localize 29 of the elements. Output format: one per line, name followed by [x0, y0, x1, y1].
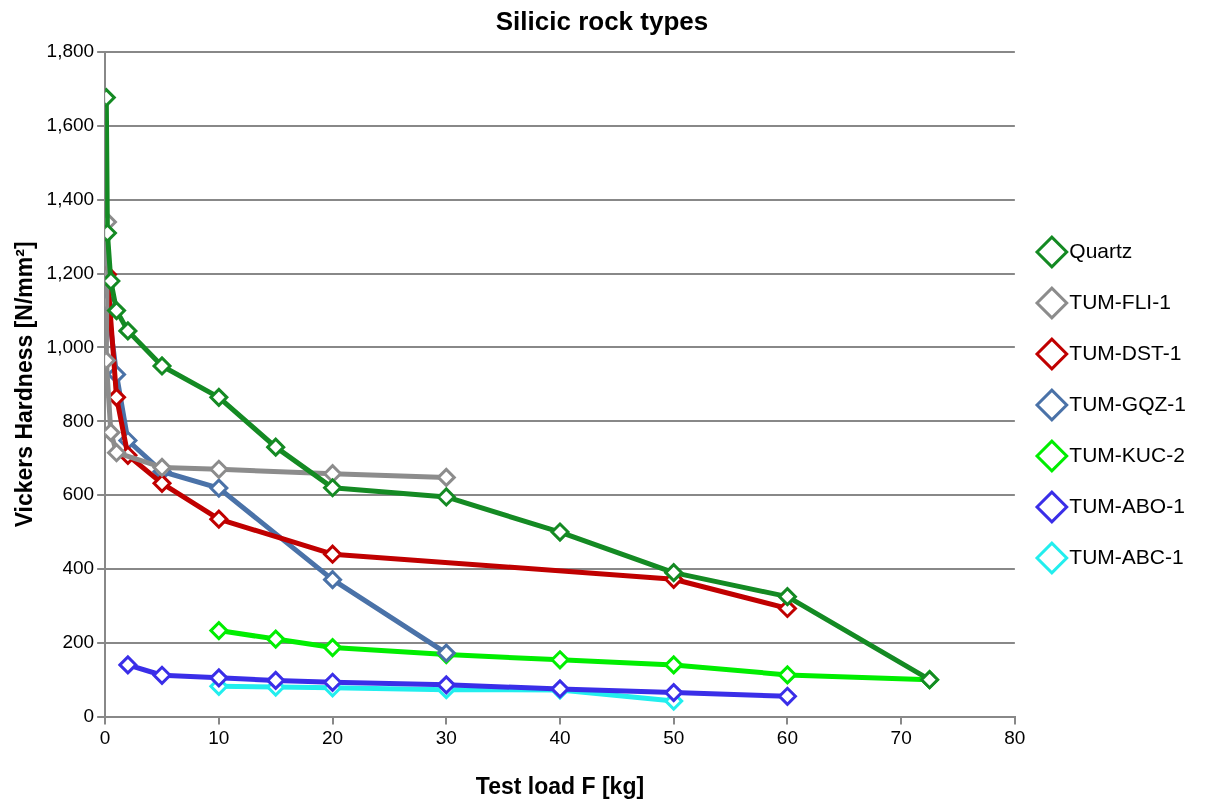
x-tick-label: 60	[776, 727, 798, 749]
x-tick-label: 40	[549, 727, 571, 749]
legend-label: Quartz	[1069, 238, 1133, 262]
x-tick-label: 70	[890, 727, 912, 749]
x-axis-title: Test load F [kg]	[475, 772, 645, 799]
legend-label: TUM-KUC-2	[1069, 442, 1185, 466]
x-tick-label: 50	[663, 727, 685, 749]
y-tick-label: 1,800	[46, 40, 95, 62]
y-tick-label: 800	[62, 409, 95, 431]
x-tick-label: 80	[1004, 727, 1026, 749]
x-tick-label: 30	[435, 727, 457, 749]
y-tick-label: 1,400	[46, 188, 95, 210]
y-tick-label: 200	[62, 631, 95, 653]
chart-title: Silicic rock types	[495, 5, 709, 36]
y-tick-label: 0	[83, 704, 95, 726]
y-tick-label: 1,600	[46, 114, 95, 136]
y-tick-label: 400	[62, 557, 95, 579]
legend-label: TUM-ABO-1	[1069, 493, 1185, 517]
x-tick-label: 10	[208, 727, 230, 749]
y-axis-title: Vickers Hardness [N/mm²]	[11, 241, 38, 528]
legend-label: TUM-ABC-1	[1069, 544, 1184, 568]
y-tick-label: 600	[62, 483, 95, 505]
y-tick-label: 1,000	[46, 335, 95, 357]
y-tick-label: 1,200	[46, 261, 95, 283]
legend-label: TUM-DST-1	[1069, 340, 1182, 364]
legend-label: TUM-FLI-1	[1069, 289, 1171, 313]
x-tick-label: 20	[322, 727, 344, 749]
legend-label: TUM-GQZ-1	[1069, 391, 1187, 415]
x-tick-label: 0	[99, 727, 111, 749]
